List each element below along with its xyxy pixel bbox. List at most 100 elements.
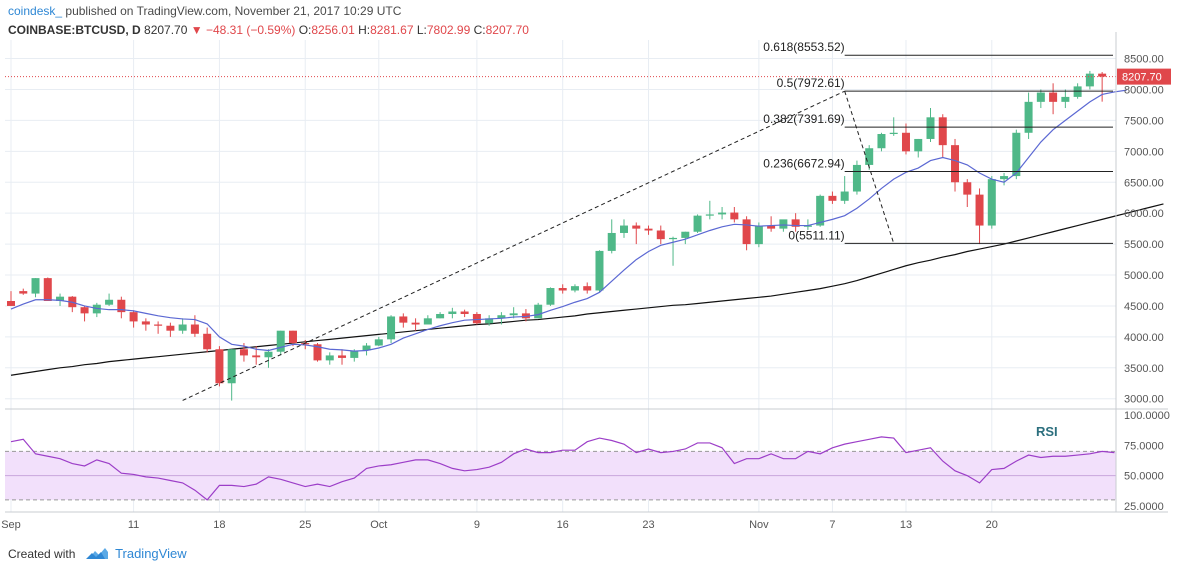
candle-body: [178, 324, 187, 331]
candle-body: [399, 316, 408, 323]
candle-body: [632, 225, 641, 229]
rsi-tick-label: 25.0000: [1124, 501, 1164, 513]
candle-body: [276, 330, 285, 352]
price-tick-label: 5000.00: [1124, 270, 1164, 282]
fib-level-label: 0.5(7972.61): [777, 76, 845, 90]
candle-body: [436, 313, 445, 319]
candle-body: [570, 286, 579, 291]
author-name[interactable]: coindesk_: [8, 4, 63, 18]
candle-body: [583, 286, 592, 291]
time-tick-label: 23: [642, 519, 654, 531]
candle-body: [203, 333, 212, 350]
candle-body: [56, 296, 65, 302]
candle-body: [325, 355, 334, 361]
candle-body: [889, 132, 898, 135]
candle-body: [558, 288, 567, 291]
candle-body: [1061, 96, 1070, 102]
candle-body: [779, 219, 788, 229]
candle-body: [754, 225, 763, 245]
price-panel: 0.618(8553.52) 0.5(7972.61) 0.382(7391.69)…: [5, 40, 1164, 401]
candle-body: [718, 212, 727, 215]
candle-body: [1000, 176, 1009, 180]
candle-body: [509, 313, 518, 316]
candle-body: [362, 345, 371, 351]
price-tick-label: 8000.00: [1124, 84, 1164, 96]
candle-body: [141, 321, 150, 325]
candle-body: [43, 278, 52, 302]
high-label: H:: [358, 23, 371, 37]
time-tick-label: Oct: [370, 519, 387, 531]
time-tick-label: Sep: [1, 519, 21, 531]
fib-level-label: 0.236(6672.94): [763, 157, 844, 171]
candle-body: [7, 301, 15, 306]
candle-body: [485, 318, 494, 324]
candle-body: [730, 212, 739, 220]
candle-body: [705, 214, 714, 216]
candle-body: [215, 349, 224, 384]
candle-body: [914, 138, 923, 152]
candle-body: [840, 191, 849, 201]
candle-body: [595, 250, 604, 291]
high-value: 8281.67: [370, 23, 414, 37]
candle-body: [92, 304, 101, 314]
candle-body: [828, 195, 837, 201]
slow-ma-line: [10, 203, 1164, 376]
candle-body: [117, 299, 126, 313]
candle-body: [1012, 132, 1021, 177]
rsi-panel: RSI: [5, 424, 1116, 501]
candle-body: [816, 195, 825, 226]
price-tick-label: 6500.00: [1124, 177, 1164, 189]
price-tick-label: 3500.00: [1124, 363, 1164, 375]
tradingview-cloud-icon: [85, 548, 108, 559]
candle-body: [460, 311, 469, 314]
candle-body: [938, 117, 947, 146]
candle-body: [803, 225, 812, 227]
candle-body: [423, 318, 432, 325]
candle-body: [963, 182, 972, 195]
fast-ema-line: [10, 89, 1127, 352]
candle-body: [338, 355, 347, 358]
candle-body: [190, 324, 199, 334]
candle-body: [987, 179, 996, 226]
price-change: ▼ −48.31 (−0.59%): [190, 23, 296, 37]
candle-body: [472, 313, 481, 324]
candle-body: [313, 344, 322, 361]
candle-body: [791, 219, 800, 227]
candle-body: [521, 313, 530, 319]
price-tick-label: 6000.00: [1124, 208, 1164, 220]
candle-body: [129, 312, 138, 322]
candle-body: [926, 117, 935, 139]
price-tick-label: 4500.00: [1124, 301, 1164, 313]
price-tick-label: 8500.00: [1124, 54, 1164, 66]
candle-body: [656, 230, 665, 240]
rsi-line: [10, 436, 1115, 501]
last-price-tag: [1117, 68, 1171, 85]
price-tick-label: 4000.00: [1124, 332, 1164, 344]
created-with-label: Created with: [8, 547, 76, 561]
candle-body: [607, 232, 616, 251]
candle-body: [497, 315, 506, 319]
candle-body: [767, 225, 776, 229]
candle-body: [742, 219, 751, 245]
close-label: C:: [473, 23, 486, 37]
candle-body: [448, 311, 457, 314]
candle-body: [1098, 73, 1107, 77]
symbol-label[interactable]: COINBASE:BTCUSD, D: [8, 23, 141, 37]
tradingview-brand[interactable]: TradingView: [115, 546, 187, 561]
open-label: O:: [298, 23, 312, 37]
candle-body: [669, 237, 678, 240]
candle-body: [901, 132, 910, 152]
time-tick-label: 11: [128, 519, 139, 531]
rsi-tick-label: 100.0000: [1124, 410, 1170, 422]
time-tick-label: 16: [557, 519, 569, 531]
time-tick-label: 9: [474, 519, 480, 531]
candle-body: [387, 316, 396, 340]
price-tick-label: 5500.00: [1124, 239, 1164, 251]
candle-body: [975, 194, 984, 226]
candle-body: [227, 349, 236, 384]
candle-body: [644, 228, 653, 231]
candle-body: [288, 330, 297, 344]
candle-body: [80, 307, 89, 314]
fib-level-label: 0.382(7391.69): [763, 112, 844, 126]
